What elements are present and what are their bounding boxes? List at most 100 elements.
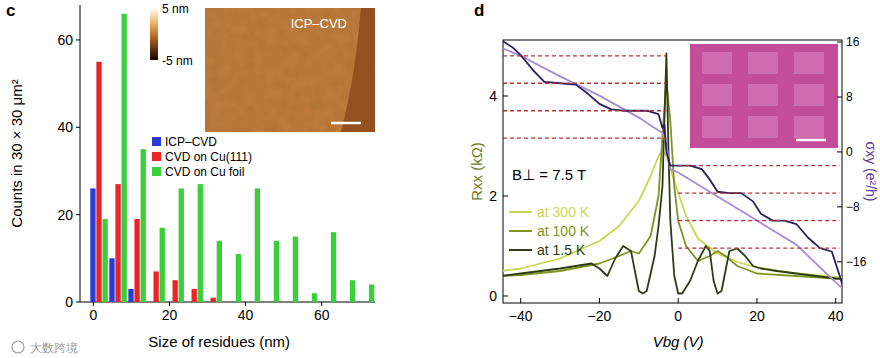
panel-label: d: [474, 1, 484, 20]
legend-label: CVD on Cu(111): [165, 150, 252, 164]
scale-bar: [331, 122, 361, 125]
y-tick-label: 4: [489, 88, 497, 104]
optical-image: [690, 44, 838, 148]
device-pad: [702, 52, 732, 74]
x-axis-label: Size of residues (nm): [148, 333, 290, 350]
bar: [96, 62, 101, 302]
panel-c: c02040600204060Size of residues (nm)Coun…: [6, 1, 375, 350]
device-pad: [748, 84, 778, 106]
plateau-line: [678, 247, 839, 248]
y2-tick: [837, 206, 842, 207]
plateau-line: [678, 220, 839, 221]
legend-label: at 1.5 K: [537, 242, 586, 258]
bar: [172, 280, 177, 302]
x-tick-label: 60: [314, 307, 330, 323]
y2-tick-label: 8: [846, 90, 853, 104]
x-tick: [169, 302, 170, 306]
device-pad: [748, 116, 778, 138]
y-axis-label: Counts in 30 × 30 μm²: [8, 79, 25, 227]
x-tick: [93, 302, 94, 306]
x-axis-label: Vbg (V): [653, 333, 704, 350]
bar: [115, 184, 120, 302]
watermark: 大数跨境: [30, 341, 78, 355]
x-tick: [520, 298, 521, 303]
y2-tick: [837, 42, 842, 43]
bar: [153, 271, 158, 302]
x-tick: [835, 298, 836, 303]
afm-image: [205, 8, 375, 132]
panel-d: d−40−2002040024−16−80816Vbg (V)Rxx (kΩ)σ…: [468, 1, 879, 350]
bar: [160, 228, 165, 302]
device-pad: [794, 116, 824, 138]
x-tick-label: 20: [749, 308, 765, 324]
legend-label: at 300 K: [537, 204, 590, 220]
device-pad: [702, 84, 732, 106]
device-pad: [748, 52, 778, 74]
y-tick: [76, 302, 80, 303]
y-axis: [80, 5, 81, 302]
bar: [274, 241, 279, 302]
bar: [109, 258, 114, 302]
legend: at 300 K at 100 K at 1.5 K: [509, 204, 590, 258]
x-tick-label: −40: [509, 308, 533, 324]
x-tick-label: −20: [588, 308, 612, 324]
y-tick: [503, 96, 508, 97]
legend-label: ICP–CVD: [165, 135, 217, 149]
y-tick-label: 0: [489, 288, 497, 304]
plateau-line: [503, 83, 666, 84]
optical-inset: [690, 44, 838, 148]
curves: [503, 40, 842, 294]
bar: [255, 188, 260, 302]
colorbar-label: -5 nm: [162, 54, 193, 68]
y2-tick-label: −16: [846, 255, 867, 269]
plateau-line: [678, 192, 839, 193]
bar: [331, 232, 336, 302]
bar: [312, 293, 317, 302]
legend-label: at 100 K: [537, 223, 590, 239]
figure: c02040600204060Size of residues (nm)Coun…: [0, 0, 880, 358]
bar: [369, 285, 374, 302]
bar: [192, 289, 197, 302]
legend-line: [509, 249, 532, 251]
legend-swatch: [152, 137, 161, 146]
y2-tick: [837, 96, 842, 97]
legend-label: CVD on Cu foil: [165, 165, 244, 179]
plateau-line: [503, 138, 666, 139]
y-tick: [503, 196, 508, 197]
y-tick: [76, 127, 80, 128]
scale-bar: [796, 139, 826, 142]
legend-line: [509, 211, 532, 213]
curve: [503, 54, 842, 294]
bar: [211, 298, 216, 302]
bar: [102, 219, 107, 302]
y-axis-label: Rxx (kΩ): [468, 142, 485, 201]
bar: [128, 289, 133, 302]
y2-axis-label: σxy (e²/h): [863, 142, 879, 202]
legend: ICP–CVDCVD on Cu(111)CVD on Cu foil: [152, 135, 252, 179]
x-tick-label: 20: [162, 307, 178, 323]
y-tick: [503, 296, 508, 297]
bar: [179, 188, 184, 302]
y-tick-label: 60: [57, 32, 73, 48]
x-tick-label: 40: [238, 307, 254, 323]
y-tick: [76, 39, 80, 40]
bar: [293, 236, 298, 302]
plateau-line: [503, 55, 666, 56]
x-tick: [678, 298, 679, 303]
y2-tick-label: 16: [846, 35, 860, 49]
plateau-line: [678, 165, 839, 166]
bar: [198, 184, 203, 302]
y2-tick-label: −8: [846, 200, 860, 214]
afm-texture: [205, 8, 375, 132]
legend-swatch: [152, 167, 161, 176]
bar: [236, 254, 241, 302]
panel-label: c: [6, 1, 15, 20]
bar: [350, 280, 355, 302]
bar: [134, 219, 139, 302]
plateau-line: [503, 110, 666, 111]
y-tick-label: 20: [57, 207, 73, 223]
bar: [141, 149, 146, 302]
annotation: B⊥ = 7.5 T: [512, 166, 586, 183]
colorbar: [150, 8, 158, 60]
watermark-logo: [12, 341, 24, 353]
